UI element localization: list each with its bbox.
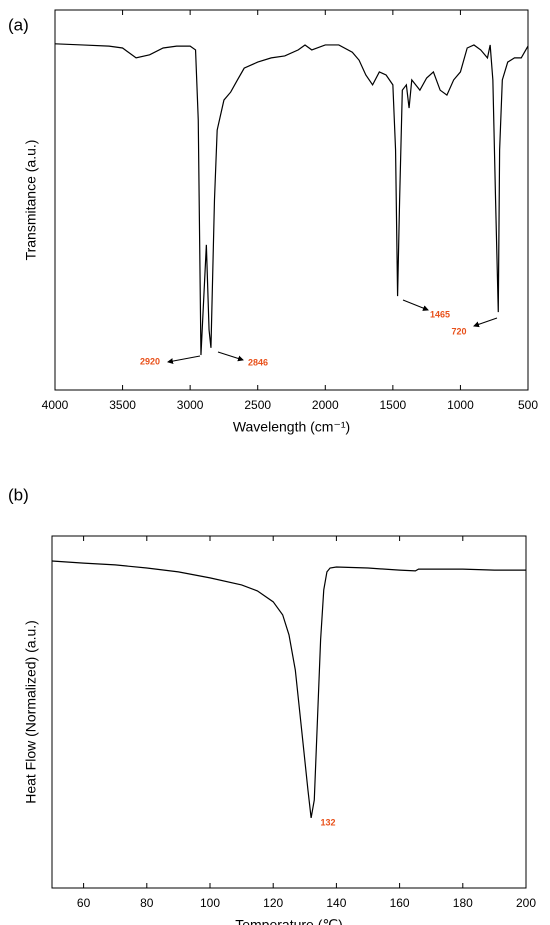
x-tick-label: 4000	[42, 398, 69, 412]
annotation: 720	[451, 326, 466, 336]
x-tick-label: 3000	[177, 398, 204, 412]
line-series	[54, 43, 529, 356]
x-tick-label: 60	[77, 896, 91, 910]
annotation: 1465	[430, 309, 450, 319]
annotation-arrow	[473, 317, 498, 328]
x-tick-label: 120	[263, 896, 283, 910]
line-series	[51, 560, 526, 819]
annotation: 2846	[248, 357, 268, 367]
x-tick-label: 1500	[380, 398, 407, 412]
x-axis-label: Wavelength (cm⁻¹)	[233, 419, 350, 435]
x-tick-label: 2500	[244, 398, 271, 412]
annotation: 132	[320, 817, 335, 827]
x-tick-label: 2000	[312, 398, 339, 412]
x-tick-label: 200	[516, 896, 536, 910]
y-axis-label: Transmitance (a.u.)	[23, 140, 39, 261]
x-tick-label: 1000	[447, 398, 474, 412]
x-tick-label: 160	[390, 896, 410, 910]
annotation-arrow	[402, 299, 429, 311]
annotation-arrow	[217, 351, 244, 362]
annotation: 2920	[140, 356, 160, 366]
x-tick-label: 500	[518, 398, 538, 412]
panel-label: (a)	[8, 15, 29, 34]
x-tick-label: 100	[200, 896, 220, 910]
panel-label: (b)	[8, 485, 29, 504]
y-axis-label: Heat Flow (Normalized) (a.u.)	[23, 620, 39, 804]
plot-frame	[51, 535, 527, 889]
x-tick-label: 80	[140, 896, 154, 910]
annotation-arrow	[167, 355, 201, 365]
plot-frame	[54, 9, 529, 391]
x-tick-label: 140	[326, 896, 346, 910]
x-tick-label: 3500	[109, 398, 136, 412]
x-axis-label: Temperature (℃)	[235, 917, 343, 925]
x-tick-label: 180	[453, 896, 473, 910]
